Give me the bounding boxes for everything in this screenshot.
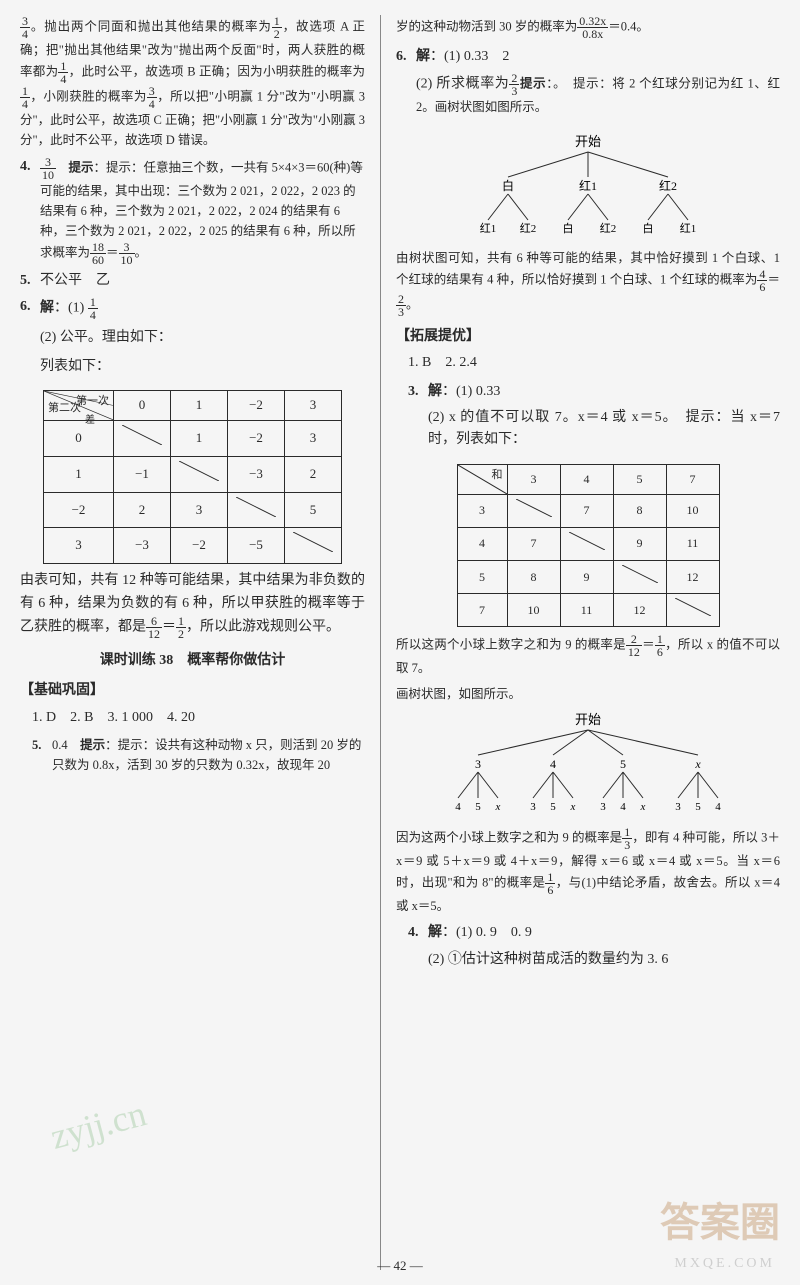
svg-text:红2: 红2 xyxy=(520,222,537,235)
svg-text:x: x xyxy=(640,801,646,813)
left-item-6: 6. 解：(1) 14 (2) 公平。理由如下： 列表如下： xyxy=(20,296,365,384)
tree-diagram-1: 开始 白 红1 红2 红1红2 白红2 白红1 xyxy=(396,132,780,242)
ext-answers-12: 1. B 2. 2.4 xyxy=(396,352,780,374)
svg-text:x: x xyxy=(495,801,501,813)
right-item-6: 6. 解：(1) 0.33 2 (2) 所求概率为23提示：。 提示：将 2 个… xyxy=(396,46,780,126)
left-item-4: 4. 310 提示：提示：任意抽三个数，一共有 5×4×3＝60(种)等可能的结… xyxy=(20,156,365,266)
ext-item-3: 3. 解：(1) 0.33 (2) x 的值不可以取 7。x＝4 或 x＝5。 … xyxy=(396,381,780,458)
svg-text:4: 4 xyxy=(620,801,626,813)
svg-text:白: 白 xyxy=(563,221,574,235)
table2-conclusion: 所以这两个小球上数字之和为 9 的概率是212＝16，所以 x 的值不可以取 7… xyxy=(396,633,780,678)
svg-text:红2: 红2 xyxy=(600,222,617,235)
left-paragraph-1: 34。抛出两个同面和抛出其他结果的概率为12，故选项 A 正确；把"抛出其他结果… xyxy=(20,15,365,150)
svg-text:红1: 红1 xyxy=(680,222,697,235)
watermark-domain: MXQE.COM xyxy=(674,1253,775,1275)
svg-text:5: 5 xyxy=(695,801,701,813)
basic-heading: 【基础巩固】 xyxy=(20,680,365,702)
right-item-4: 4. 解：(1) 0. 9 0. 9 (2) ①估计这种树苗成活的数量约为 3.… xyxy=(396,922,780,977)
svg-text:x: x xyxy=(694,757,701,771)
tree2-conclusion: 因为这两个小球上数字之和为 9 的概率是13，即有 4 种可能，所以 3＋x＝9… xyxy=(396,826,780,916)
svg-text:红1: 红1 xyxy=(579,178,597,193)
table1-conclusion: 由表可知，共有 12 种等可能结果，其中结果为非负数的有 6 种，结果为负数的有… xyxy=(20,570,365,640)
svg-text:3: 3 xyxy=(475,757,481,771)
svg-text:3: 3 xyxy=(675,801,681,813)
lesson-title: 课时训练 38 概率帮你做估计 xyxy=(20,650,365,672)
svg-text:4: 4 xyxy=(455,801,461,813)
svg-text:开始: 开始 xyxy=(575,134,601,149)
svg-text:5: 5 xyxy=(475,801,481,813)
right-continuation: 岁的这种动物活到 30 岁的概率为0.32x0.8x＝0.4。 xyxy=(396,15,780,40)
difference-table: 第一次 差 第二次 0 1 −2 3 01−23 1−1−32 −2235 3−… xyxy=(43,390,342,564)
left-item-5: 5. 不公平 乙 xyxy=(20,270,365,292)
svg-text:开始: 开始 xyxy=(575,712,601,727)
tree-diagram-2: 开始 3 4 5 x 4 5 x 3 5 x 3 4 x 3 5 4 xyxy=(396,710,780,820)
svg-text:白: 白 xyxy=(502,178,514,193)
svg-text:4: 4 xyxy=(550,757,556,771)
svg-text:红1: 红1 xyxy=(480,222,497,235)
svg-text:x: x xyxy=(570,801,576,813)
page-number: — 42 — xyxy=(377,1256,423,1277)
svg-text:5: 5 xyxy=(620,757,626,771)
tree2-intro: 画树状图，如图所示。 xyxy=(396,684,780,704)
svg-text:4: 4 xyxy=(715,801,721,813)
svg-text:5: 5 xyxy=(550,801,556,813)
left-item-5b: 5. 0.4 提示：提示：设共有这种动物 x 只，则活到 20 岁的只数为 0.… xyxy=(20,735,365,775)
svg-text:3: 3 xyxy=(600,801,606,813)
svg-text:白: 白 xyxy=(643,221,654,235)
sum-table: 和 3457 37810 47911 58912 7101112 xyxy=(457,464,720,628)
basic-answers: 1. D 2. B 3. 1 000 4. 20 xyxy=(20,707,365,729)
extension-heading: 【拓展提优】 xyxy=(396,326,780,348)
svg-text:红2: 红2 xyxy=(659,178,677,193)
tree1-conclusion: 由树状图可知，共有 6 种等可能的结果，其中恰好摸到 1 个白球、1 个红球的结… xyxy=(396,248,780,318)
svg-text:3: 3 xyxy=(530,801,536,813)
